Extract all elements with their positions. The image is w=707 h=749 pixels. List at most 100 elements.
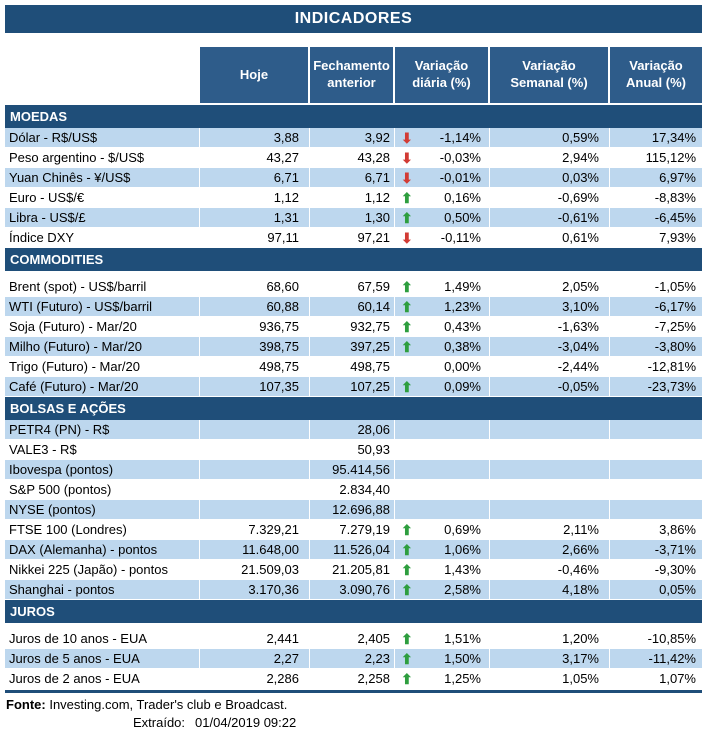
daily-variation: ⬆ 0,69%: [395, 520, 490, 540]
today-value: 6,71: [200, 168, 310, 188]
row-label: Brent (spot) - US$/barril: [5, 277, 200, 297]
column-header-fechamento: Fechamento anterior: [310, 47, 395, 103]
row-label: NYSE (pontos): [5, 500, 200, 520]
weekly-variation-value: 1,20%: [490, 629, 610, 649]
row-label: Juros de 5 anos - EUA: [5, 649, 200, 669]
weekly-variation-value: 0,59%: [490, 128, 610, 148]
weekly-variation-value: -1,63%: [490, 317, 610, 337]
today-value: [200, 500, 310, 520]
table-row: VALE3 - R$ 50,93: [5, 440, 702, 460]
column-header-variacao-anual: Variação Anual (%): [610, 47, 702, 103]
daily-variation: [395, 440, 490, 460]
row-label: Milho (Futuro) - Mar/20: [5, 337, 200, 357]
row-label: VALE3 - R$: [5, 440, 200, 460]
weekly-variation-value: 2,66%: [490, 540, 610, 560]
up-arrow-icon: ⬆: [401, 650, 413, 667]
previous-close-value: 60,14: [310, 297, 395, 317]
today-value: 7.329,21: [200, 520, 310, 540]
annual-variation-value: -3,71%: [610, 540, 702, 560]
daily-variation-value: 0,43%: [444, 319, 481, 334]
extracted-label: Extraído:: [133, 715, 186, 730]
header-spacer: [5, 47, 200, 103]
daily-variation: ⬆ 1,50%: [395, 649, 490, 669]
daily-variation-value: 0,16%: [444, 190, 481, 205]
table-row: Peso argentino - $/US$ 43,27 43,28 ⬇ -0,03% 2…: [5, 148, 702, 168]
previous-close-value: 2.834,40: [310, 480, 395, 500]
row-label: Peso argentino - $/US$: [5, 148, 200, 168]
daily-variation: ⬆ 1,06%: [395, 540, 490, 560]
spacer: [5, 271, 702, 277]
annual-variation-value: 115,12%: [610, 148, 702, 168]
daily-variation-value: -0,03%: [439, 150, 481, 165]
today-value: 936,75: [200, 317, 310, 337]
annual-variation-value: -12,81%: [610, 357, 702, 377]
daily-variation-value: 1,25%: [444, 671, 481, 686]
weekly-variation-value: 2,94%: [490, 148, 610, 168]
daily-variation-value: 0,38%: [444, 339, 481, 354]
table-row: Nikkei 225 (Japão) - pontos 21.509,03 21.2…: [5, 560, 702, 580]
previous-close-value: 1,12: [310, 188, 395, 208]
row-label: PETR4 (PN) - R$: [5, 420, 200, 440]
previous-close-value: 95.414,56: [310, 460, 395, 480]
row-label: Soja (Futuro) - Mar/20: [5, 317, 200, 337]
section-header: BOLSAS E AÇÕES: [5, 397, 702, 420]
annual-variation-value: 3,86%: [610, 520, 702, 540]
weekly-variation-value: 4,18%: [490, 580, 610, 600]
daily-variation: ⬆ 1,51%: [395, 629, 490, 649]
up-arrow-icon: ⬆: [401, 378, 413, 395]
today-value: 60,88: [200, 297, 310, 317]
table-row: Milho (Futuro) - Mar/20 398,75 397,25 ⬆ 0,38…: [5, 337, 702, 357]
today-value: 2,286: [200, 669, 310, 689]
today-value: 43,27: [200, 148, 310, 168]
table-row: S&P 500 (pontos) 2.834,40: [5, 480, 702, 500]
daily-variation-value: 1,06%: [444, 542, 481, 557]
extracted-value: 01/04/2019 09:22: [195, 715, 297, 730]
spacer: [5, 33, 702, 47]
previous-close-value: 43,28: [310, 148, 395, 168]
annual-variation-value: -6,45%: [610, 208, 702, 228]
today-value: [200, 440, 310, 460]
row-label: Trigo (Futuro) - Mar/20: [5, 357, 200, 377]
weekly-variation-value: 2,11%: [490, 520, 610, 540]
previous-close-value: 28,06: [310, 420, 395, 440]
row-label: S&P 500 (pontos): [5, 480, 200, 500]
previous-close-value: 2,258: [310, 669, 395, 689]
today-value: 1,12: [200, 188, 310, 208]
previous-close-value: 97,21: [310, 228, 395, 248]
up-arrow-icon: ⬆: [401, 521, 413, 538]
daily-variation-value: 0,00%: [444, 359, 481, 374]
annual-variation-value: -3,80%: [610, 337, 702, 357]
annual-variation-value: -9,30%: [610, 560, 702, 580]
annual-variation-value: 6,97%: [610, 168, 702, 188]
annual-variation-value: -23,73%: [610, 377, 702, 397]
row-label: Yuan Chinês - ¥/US$: [5, 168, 200, 188]
weekly-variation-value: [490, 420, 610, 440]
daily-variation: ⬆ 2,58%: [395, 580, 490, 600]
previous-close-value: 1,30: [310, 208, 395, 228]
daily-variation-value: -0,11%: [440, 230, 481, 245]
table-row: Shanghai - pontos 3.170,36 3.090,76 ⬆ 2,58% 4…: [5, 580, 702, 600]
footer: Fonte: Investing.com, Trader's club e Br…: [5, 693, 702, 730]
annual-variation-value: [610, 460, 702, 480]
annual-variation-value: 1,07%: [610, 669, 702, 689]
row-label: Índice DXY: [5, 228, 200, 248]
daily-variation: [395, 420, 490, 440]
table-row: PETR4 (PN) - R$ 28,06: [5, 420, 702, 440]
weekly-variation-value: [490, 440, 610, 460]
up-arrow-icon: ⬆: [401, 541, 413, 558]
previous-close-value: 21.205,81: [310, 560, 395, 580]
previous-close-value: 3.090,76: [310, 580, 395, 600]
daily-variation: ⬆ 0,43%: [395, 317, 490, 337]
weekly-variation-value: 0,61%: [490, 228, 610, 248]
row-label: Café (Futuro) - Mar/20: [5, 377, 200, 397]
table-row: Ibovespa (pontos) 95.414,56: [5, 460, 702, 480]
up-arrow-icon: ⬆: [401, 581, 413, 598]
daily-variation: 0,00%: [395, 357, 490, 377]
annual-variation-value: -1,05%: [610, 277, 702, 297]
table-row: Juros de 2 anos - EUA 2,286 2,258 ⬆ 1,25% 1,0…: [5, 669, 702, 689]
today-value: [200, 480, 310, 500]
down-arrow-icon: ⬇: [401, 149, 413, 166]
previous-close-value: 7.279,19: [310, 520, 395, 540]
daily-variation: ⬆ 0,16%: [395, 188, 490, 208]
daily-variation: ⬆ 1,49%: [395, 277, 490, 297]
